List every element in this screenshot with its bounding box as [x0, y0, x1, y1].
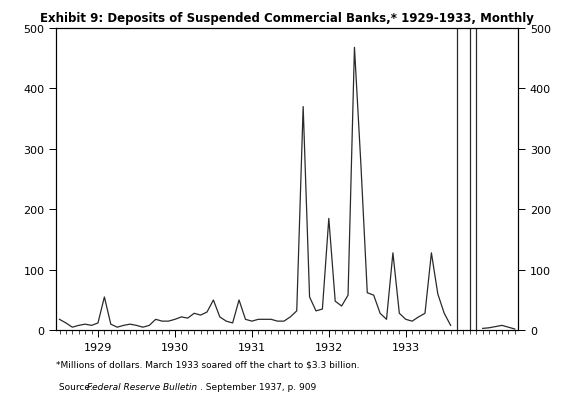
Text: *Millions of dollars. March 1933 soared off the chart to $3.3 billion.: *Millions of dollars. March 1933 soared … — [56, 359, 360, 368]
Text: Source:: Source: — [56, 382, 96, 391]
Text: Federal Reserve Bulletin: Federal Reserve Bulletin — [87, 382, 198, 391]
Text: . September 1937, p. 909: . September 1937, p. 909 — [200, 382, 316, 391]
Title: Exhibit 9: Deposits of Suspended Commercial Banks,* 1929-1933, Monthly: Exhibit 9: Deposits of Suspended Commerc… — [40, 12, 534, 25]
